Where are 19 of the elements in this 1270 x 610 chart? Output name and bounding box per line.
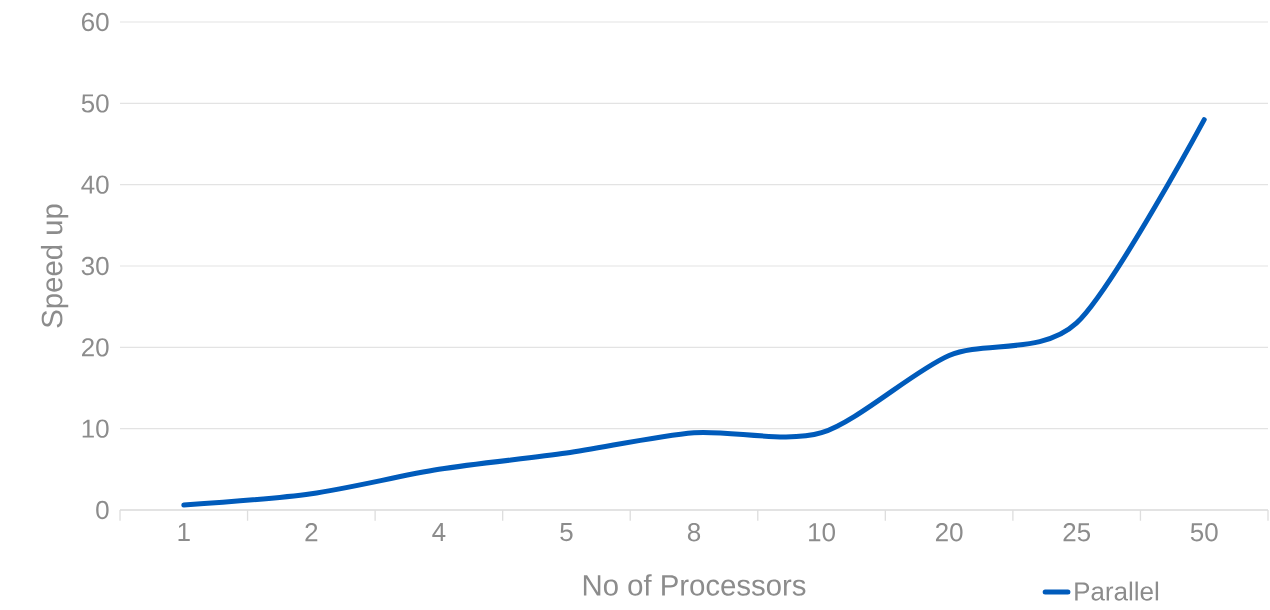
y-axis-title: Speed up bbox=[40, 204, 69, 328]
x-tick-label: 2 bbox=[305, 523, 318, 542]
y-tick-label: 60 bbox=[82, 12, 109, 32]
y-tick-label: 40 bbox=[81, 175, 109, 194]
x-axis-title: No of Processors bbox=[583, 574, 806, 596]
x-tick-label: 1 bbox=[178, 523, 190, 541]
x-tick-label: 4 bbox=[432, 523, 446, 541]
x-tick-label: 50 bbox=[1190, 523, 1218, 542]
x-tick-label: 8 bbox=[687, 523, 701, 542]
y-tick-label: 50 bbox=[81, 94, 109, 113]
x-tick-label: 20 bbox=[935, 523, 963, 542]
x-tick-label: 25 bbox=[1063, 523, 1091, 542]
legend-label: Parallel bbox=[1075, 581, 1159, 601]
y-tick-label: 0 bbox=[96, 500, 109, 520]
x-tick-label: 5 bbox=[560, 523, 573, 542]
y-tick-label: 10 bbox=[82, 419, 109, 438]
y-tick-label: 30 bbox=[81, 256, 109, 276]
x-tick-label: 10 bbox=[809, 523, 835, 542]
y-tick-label: 20 bbox=[82, 338, 109, 357]
